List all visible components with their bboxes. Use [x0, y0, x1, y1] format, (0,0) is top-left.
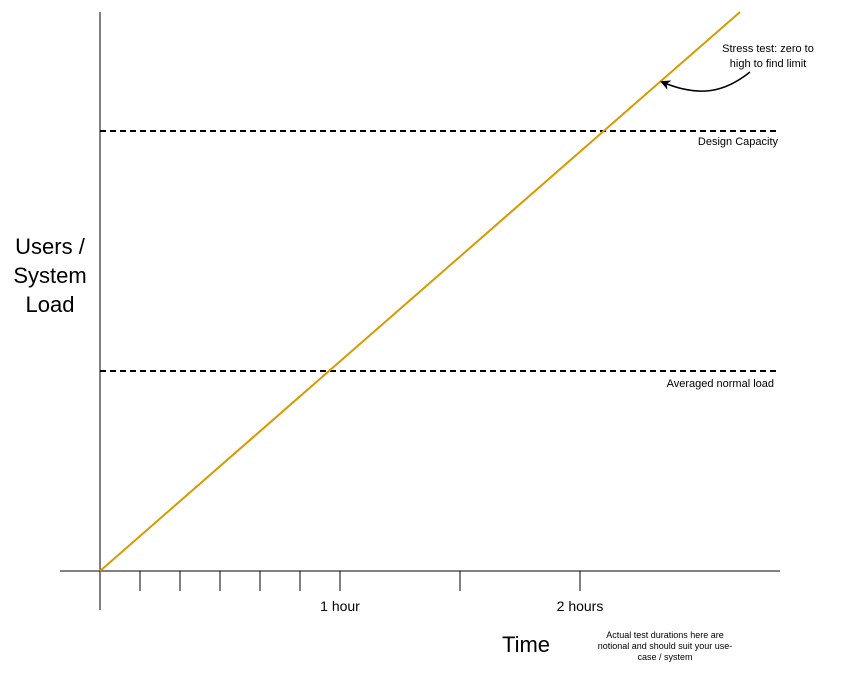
annotation-arrow	[660, 71, 751, 92]
stress-ramp-line	[99, 11, 741, 572]
x-axis-label: Time	[501, 632, 551, 657]
tick-label-1-hour: 1 hour	[320, 598, 360, 614]
x-axis-ticks	[139, 571, 581, 591]
stress-test-annotation: Stress test: zero to high to find limit	[722, 43, 814, 70]
normal-load-label: Averaged normal load	[666, 378, 774, 390]
duration-note: Actual test durations here are notional …	[597, 630, 733, 662]
tick-label-2-hours: 2 hours	[556, 598, 604, 614]
y-axis-label: Users / System Load	[13, 234, 87, 317]
design-capacity-label: Design Capacity	[697, 136, 778, 148]
